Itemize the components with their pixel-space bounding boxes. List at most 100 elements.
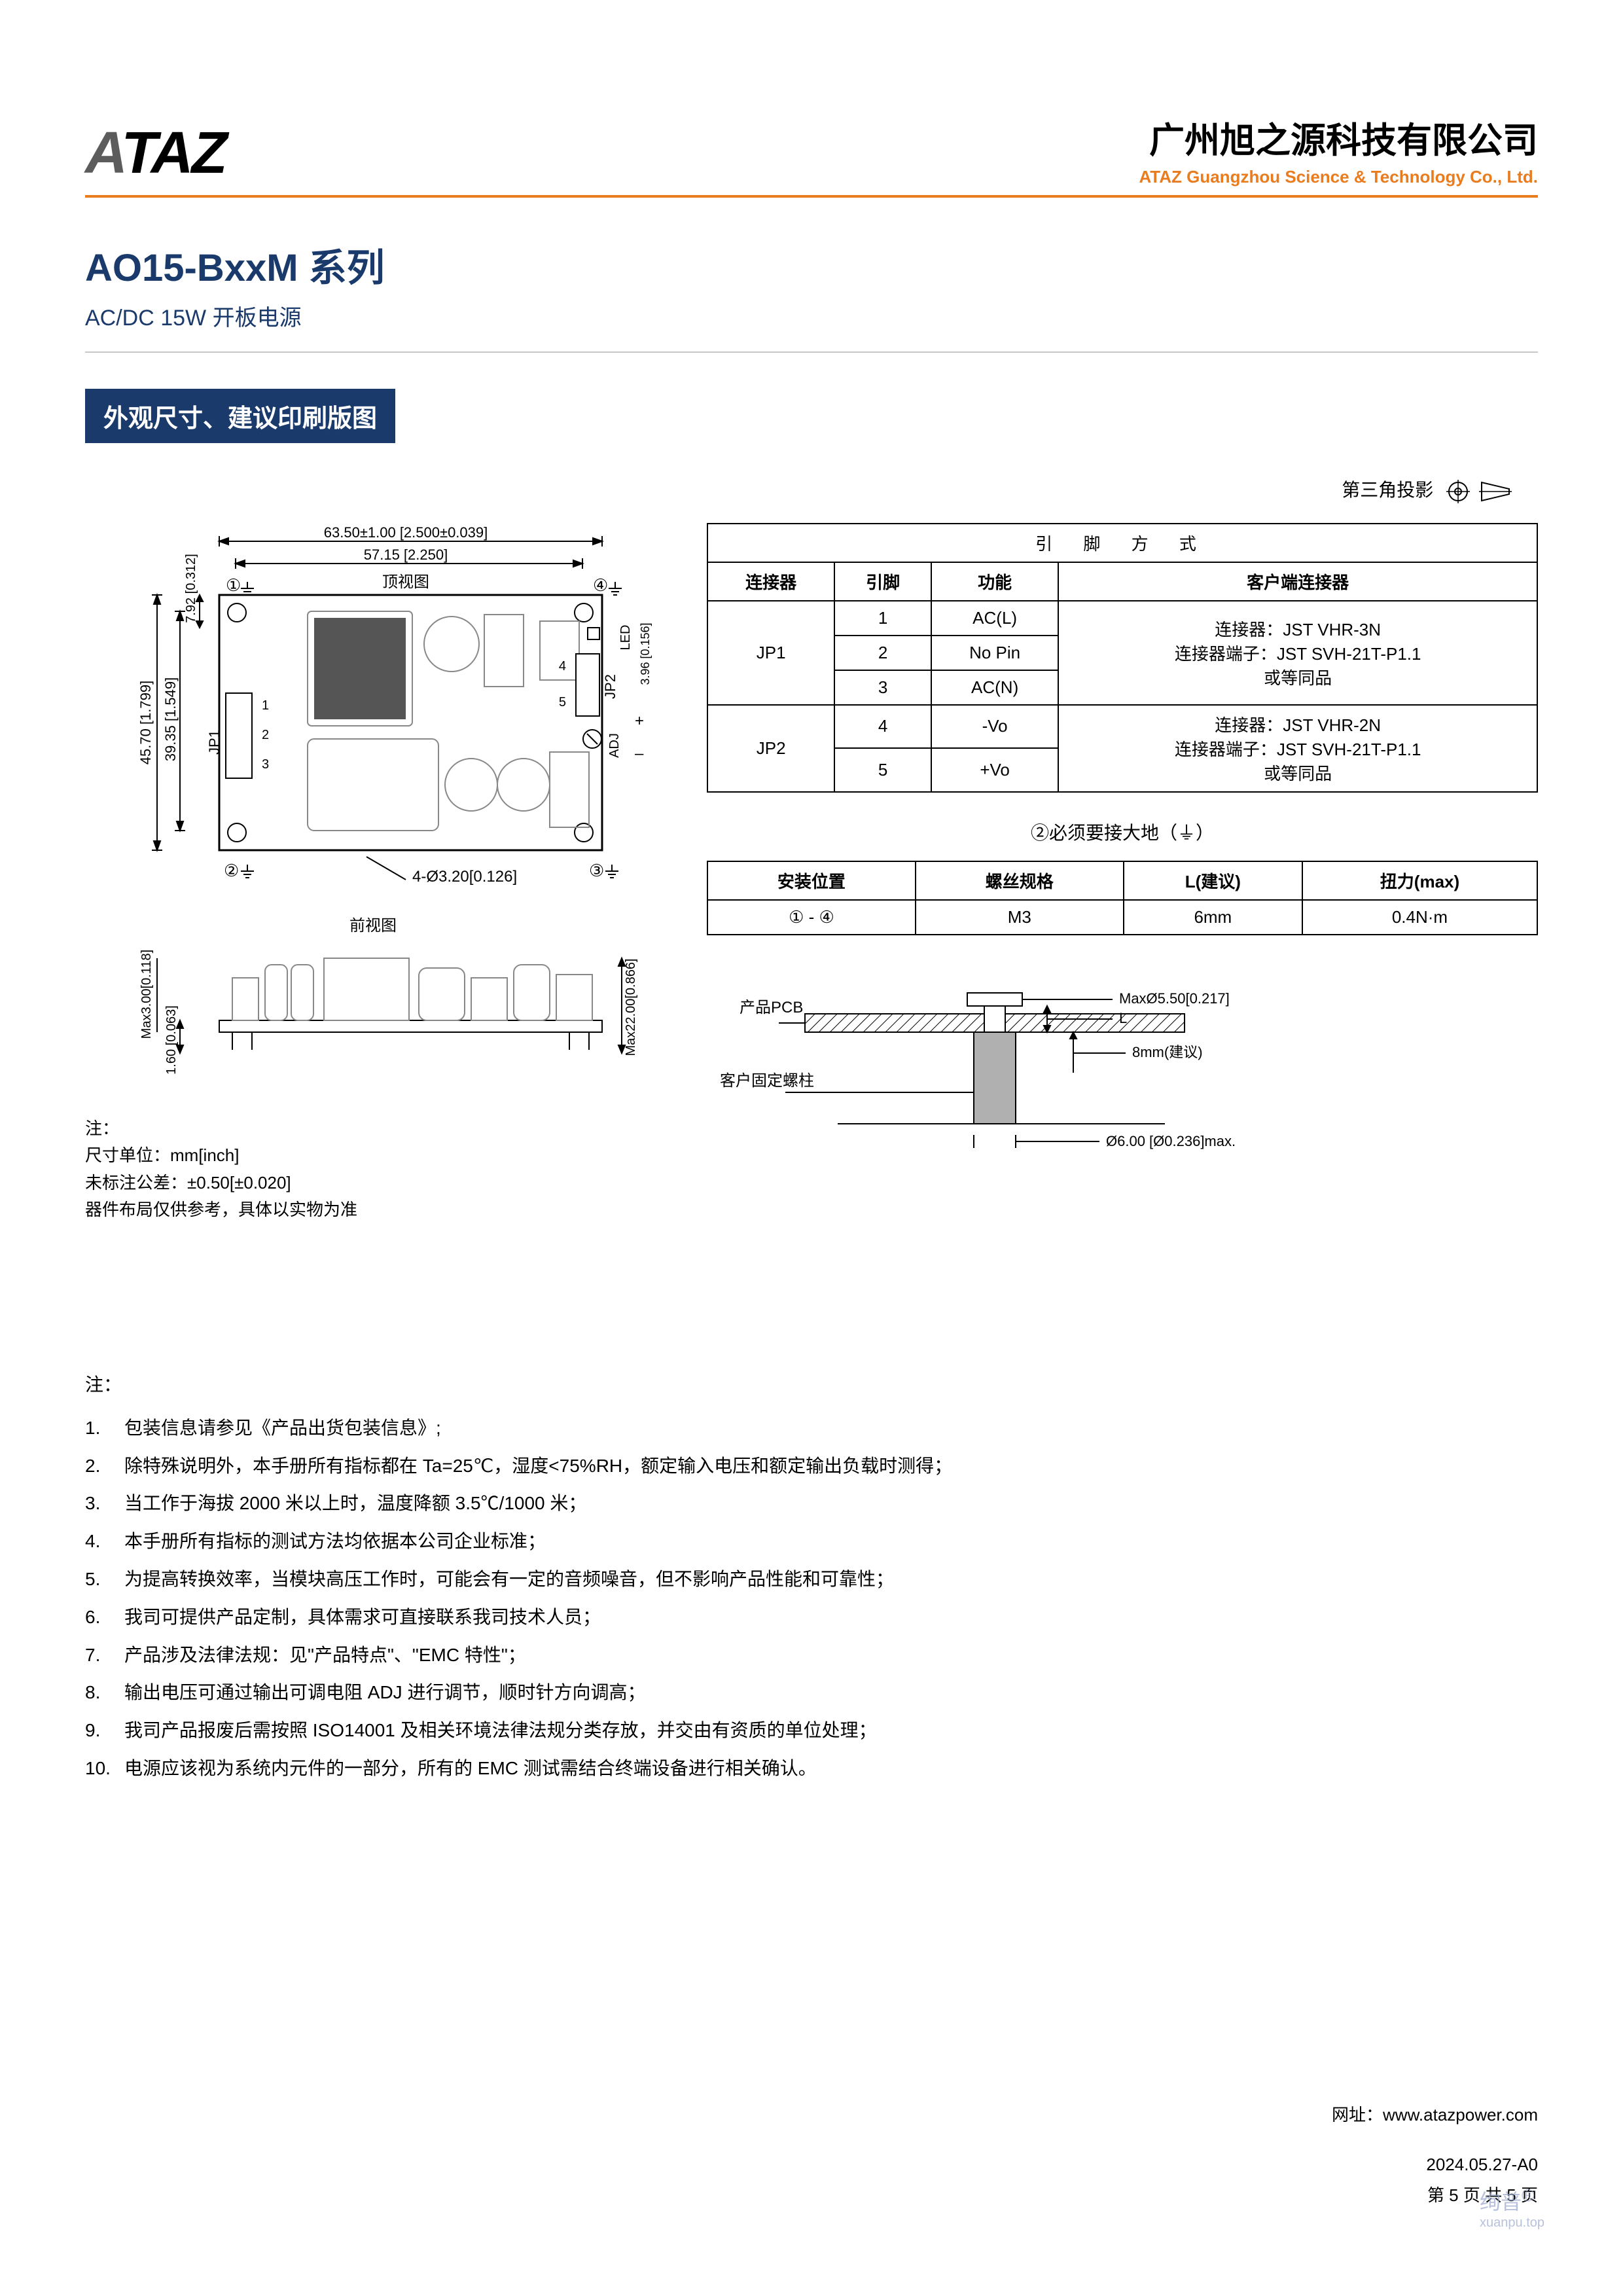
page-header: ATAZ 广州旭之源科技有限公司 ATAZ Guangzhou Science …: [85, 111, 1538, 187]
notes-hdr: 注：: [85, 1115, 661, 1143]
dim-w-outer: 63.50±1.00 [2.500±0.039]: [324, 524, 488, 541]
led-dim: 3.96 [0.156]: [639, 622, 652, 685]
front-view-drawing: 前视图: [85, 912, 661, 1096]
front-view-label: 前视图: [85, 912, 661, 935]
corner-2: ②: [224, 861, 239, 880]
pin-r4-pin: 5: [834, 748, 931, 792]
svg-text:–: –: [635, 745, 644, 762]
projection-circle-icon: [1446, 480, 1470, 503]
pin-r0-client: 连接器：JST VHR-3N 连接器端子：JST SVH-21T-P1.1 或等…: [1058, 601, 1537, 705]
main-area: 63.50±1.00 [2.500±0.039] 57.15 [2.250] 顶…: [85, 523, 1538, 1224]
product-title: AO15-BxxM 系列: [85, 237, 1538, 292]
ground-note: ②必须要接大地（⏚）: [707, 819, 1538, 845]
tables-column: 引 脚 方 式 连接器 引脚 功能 客户端连接器 JP1 1 AC(L) 连接器…: [707, 523, 1538, 1224]
title-rule: [85, 351, 1538, 353]
pin-r3-conn: JP2: [707, 705, 834, 792]
jp1-pin2: 2: [262, 728, 269, 742]
footer-url: 网址：www.atazpower.com: [1332, 2100, 1538, 2130]
footer-date: 2024.05.27-A0: [1332, 2149, 1538, 2180]
note-item: 2.除特殊说明外，本手册所有指标都在 Ta=25℃，湿度<75%RH，额定输入电…: [85, 1449, 1538, 1483]
pin-h3: 客户端连接器: [1058, 562, 1537, 601]
projection-symbols: [1446, 480, 1512, 503]
pin-h0: 连接器: [707, 562, 834, 601]
pin-r4-func: +Vo: [931, 748, 1058, 792]
jp2-label: JP2: [602, 674, 618, 699]
drawing-notes: 注： 尺寸单位：mm[inch] 未标注公差：±0.50[±0.020] 器件布…: [85, 1115, 661, 1224]
screw-h2: L(建议): [1124, 861, 1302, 900]
dim-w-inner: 57.15 [2.250]: [364, 547, 448, 563]
jp2-pin5: 5: [559, 695, 566, 709]
notes-l1: 尺寸单位：mm[inch]: [85, 1142, 661, 1170]
pin-r3-client: 连接器：JST VHR-2N 连接器端子：JST SVH-21T-P1.1 或等…: [1058, 705, 1537, 792]
logo-text: ATAZ: [85, 120, 226, 187]
pin-r0-func: AC(L): [931, 601, 1058, 636]
note-item: 7.产品涉及法律法规：见"产品特点"、"EMC 特性"；: [85, 1638, 1538, 1672]
pcb-label: 产品PCB: [740, 999, 803, 1016]
notes-l3: 器件布局仅供参考，具体以实物为准: [85, 1196, 661, 1224]
note-item: 6.我司可提供产品定制，具体需求可直接联系我司技术人员；: [85, 1600, 1538, 1634]
screw-diagram: 产品PCB 客户固定螺柱 MaxØ5.50[0.217] L: [707, 955, 1538, 1164]
company-name-en: ATAZ Guangzhou Science & Technology Co.,…: [1139, 167, 1538, 187]
note-item: 1.包装信息请参见《产品出货包装信息》;: [85, 1411, 1538, 1445]
note-item: 9.我司产品报废后需按照 ISO14001 及相关环境法律法规分类存放，并交由有…: [85, 1713, 1538, 1748]
pin-r1-pin: 2: [834, 636, 931, 670]
front-view-svg: Max3.00[0.118] 1.60 [0.063] Max22.00[0.8…: [85, 942, 661, 1092]
projection-cone-icon: [1479, 480, 1512, 503]
screw-r3: 0.4N·m: [1302, 900, 1537, 935]
screw-table: 安装位置 螺丝规格 L(建议) 扭力(max) ① - ④ M3 6mm 0.4…: [707, 861, 1538, 935]
screw-r1: M3: [916, 900, 1124, 935]
dim-gap: 8mm(建议): [1132, 1044, 1203, 1060]
notes-header: 注：: [85, 1368, 1538, 1402]
note-item: 8.输出电压可通过输出可调电阻 ADJ 进行调节，顺时针方向调高；: [85, 1676, 1538, 1710]
product-subtitle: AC/DC 15W 开板电源: [85, 300, 1538, 332]
adj-label: ADJ: [607, 733, 622, 758]
pin-r2-func: AC(N): [931, 670, 1058, 705]
pin-h1: 引脚: [834, 562, 931, 601]
note-item: 4.本手册所有指标的测试方法均依据本公司企业标准；: [85, 1524, 1538, 1558]
company-name-cn: 广州旭之源科技有限公司: [1139, 111, 1538, 163]
pin-r0-conn: JP1: [707, 601, 834, 705]
notes-list: 1.包装信息请参见《产品出货包装信息》; 2.除特殊说明外，本手册所有指标都在 T…: [85, 1411, 1538, 1785]
jp1-pin1: 1: [262, 698, 269, 713]
watermark: 绚普® xuanpu.top: [1480, 2185, 1544, 2231]
led-label: LED: [618, 624, 633, 650]
projection-label: 第三角投影: [1342, 480, 1433, 500]
pin-r3-pin: 4: [834, 705, 931, 749]
company-block: 广州旭之源科技有限公司 ATAZ Guangzhou Science & Tec…: [1139, 111, 1538, 187]
drawings-column: 63.50±1.00 [2.500±0.039] 57.15 [2.250] 顶…: [85, 523, 661, 1224]
jp2-pin4: 4: [559, 659, 566, 673]
post-label: 客户固定螺柱: [720, 1072, 814, 1090]
pin-r0-pin: 1: [834, 601, 931, 636]
dim-h-outer: 45.70 [1.799]: [137, 680, 154, 764]
screw-h0: 安装位置: [707, 861, 916, 900]
notes-l2: 未标注公差：±0.50[±0.020]: [85, 1170, 661, 1197]
note-item: 10.电源应该视为系统内元件的一部分，所有的 EMC 测试需结合终端设备进行相关…: [85, 1751, 1538, 1785]
jp1-pin3: 3: [262, 757, 269, 772]
corner-1: ①: [226, 575, 241, 595]
hole-spec: 4-Ø3.20[0.126]: [412, 868, 517, 886]
dim-pcb: 1.60 [0.063]: [164, 1005, 179, 1075]
dim-offset: 7.92 [0.312]: [184, 554, 198, 623]
screw-r0: ① - ④: [707, 900, 916, 935]
screw-r2: 6mm: [1124, 900, 1302, 935]
dim-top: Max3.00[0.118]: [139, 949, 154, 1038]
corner-4: ④: [593, 575, 608, 595]
section-badge: 外观尺寸、建议印刷版图: [85, 389, 395, 443]
dim-h-inner: 39.35 [1.549]: [162, 677, 179, 761]
logo: ATAZ: [85, 120, 226, 187]
dim-total: Max22.00[0.866]: [624, 958, 638, 1056]
general-notes: 注： 1.包装信息请参见《产品出货包装信息》; 2.除特殊说明外，本手册所有指标都…: [85, 1368, 1538, 1785]
note-item: 3.当工作于海拔 2000 米以上时，温度降额 3.5℃/1000 米；: [85, 1486, 1538, 1520]
pin-r3-func: -Vo: [931, 705, 1058, 749]
pin-h2: 功能: [931, 562, 1058, 601]
dim-head: MaxØ5.50[0.217]: [1119, 990, 1230, 1007]
pin-table: 引 脚 方 式 连接器 引脚 功能 客户端连接器 JP1 1 AC(L) 连接器…: [707, 523, 1538, 793]
dim-L: L: [1119, 1010, 1127, 1026]
screw-h3: 扭力(max): [1302, 861, 1537, 900]
top-view-svg: 63.50±1.00 [2.500±0.039] 57.15 [2.250] 顶…: [85, 523, 661, 889]
screw-diagram-svg: 产品PCB 客户固定螺柱 MaxØ5.50[0.217] L: [707, 955, 1309, 1164]
pin-table-title: 引 脚 方 式: [707, 524, 1537, 562]
projection-note: 第三角投影: [85, 476, 1538, 503]
top-view-drawing: 63.50±1.00 [2.500±0.039] 57.15 [2.250] 顶…: [85, 523, 661, 893]
top-view-label: 顶视图: [382, 573, 429, 591]
